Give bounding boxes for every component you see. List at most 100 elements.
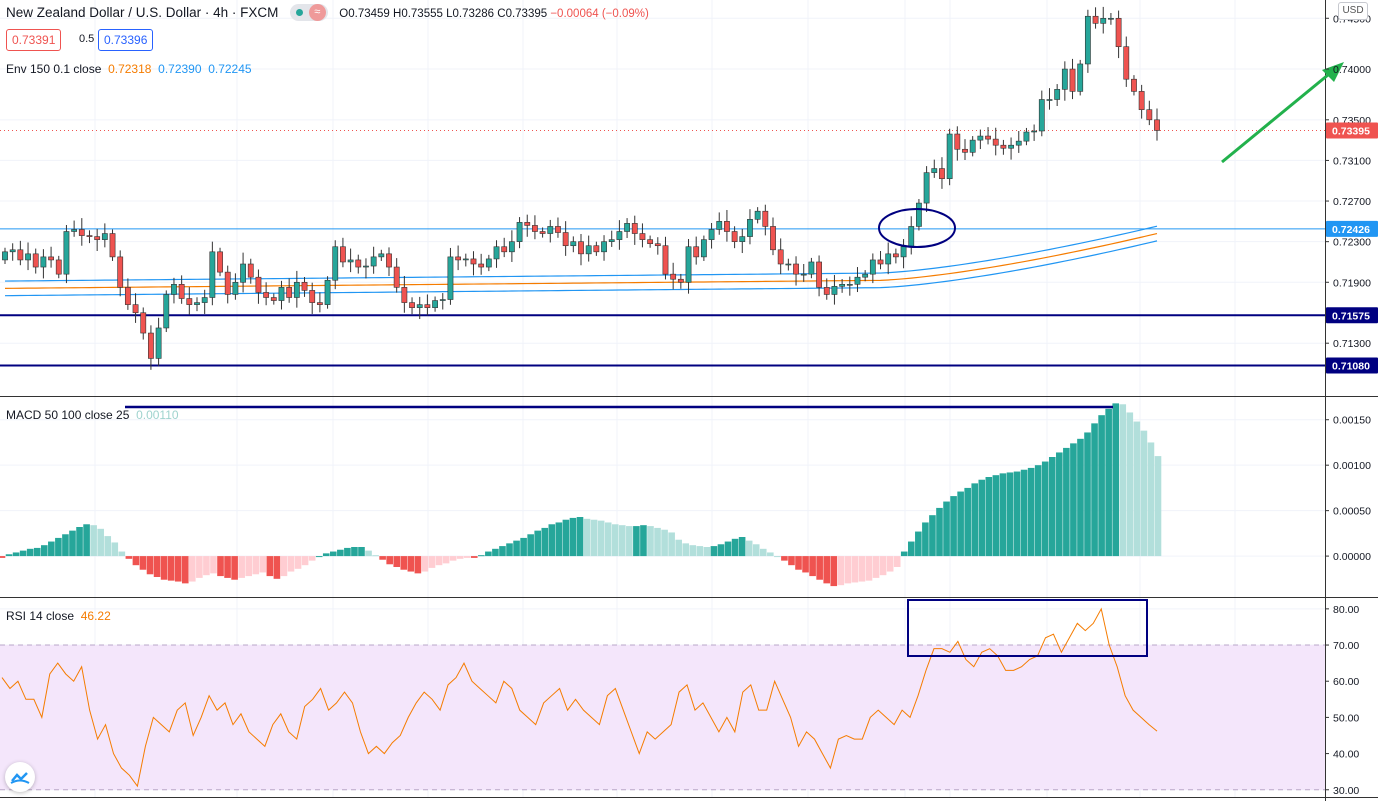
macd-bar[interactable] [936, 507, 943, 557]
candle-body[interactable] [724, 221, 730, 232]
candle-body[interactable] [2, 251, 8, 261]
candle-body[interactable] [186, 298, 193, 305]
macd-bar[interactable] [449, 556, 457, 561]
candle-body[interactable] [86, 235, 93, 237]
candle-body[interactable] [209, 251, 216, 298]
candle-body[interactable] [378, 253, 385, 258]
buy-button[interactable]: 0.73396 [98, 29, 154, 51]
macd-bar[interactable] [611, 524, 619, 557]
macd-bar[interactable] [1056, 452, 1063, 557]
axis-tick-label[interactable]: 0.00050 [1333, 506, 1371, 518]
macd-bar[interactable] [132, 556, 140, 566]
macd-bar[interactable] [675, 539, 682, 557]
macd-bar[interactable] [1077, 438, 1084, 557]
macd-bar[interactable] [640, 525, 647, 557]
macd-bar[interactable] [527, 534, 534, 557]
candle-body[interactable] [685, 246, 692, 283]
macd-bar[interactable] [407, 556, 415, 572]
macd-bar[interactable] [774, 556, 781, 558]
macd-bar[interactable] [851, 556, 859, 583]
macd-bar[interactable] [759, 548, 767, 557]
macd-bar[interactable] [752, 544, 760, 557]
candle-body[interactable] [363, 265, 369, 268]
candle-body[interactable] [332, 246, 339, 281]
candle-body[interactable] [401, 287, 408, 303]
candle-body[interactable] [140, 312, 147, 334]
macd-bar[interactable] [1048, 457, 1056, 557]
axis-tick-label[interactable]: 0.71300 [1333, 338, 1371, 350]
candle-body[interactable] [762, 210, 769, 227]
candle-body[interactable] [1069, 68, 1076, 92]
macd-bar[interactable] [329, 551, 337, 557]
macd-bar[interactable] [1154, 456, 1162, 557]
candle-body[interactable] [693, 246, 700, 258]
candle-body[interactable] [101, 233, 108, 240]
candle-body[interactable] [808, 261, 815, 275]
currency-button[interactable]: USD [1338, 2, 1368, 20]
axis-tick-label[interactable]: 0.00000 [1333, 551, 1371, 563]
macd-bar[interactable] [322, 553, 330, 557]
macd-bar[interactable] [745, 540, 753, 557]
macd-bar[interactable] [470, 556, 478, 558]
candle-body[interactable] [601, 241, 607, 253]
candle-body[interactable] [171, 284, 177, 295]
candle-body[interactable] [585, 245, 592, 255]
macd-bar[interactable] [1034, 465, 1042, 557]
candle-body[interactable] [301, 281, 308, 291]
candle-body[interactable] [71, 229, 78, 232]
macd-bar[interactable] [492, 548, 499, 557]
price-axis[interactable]: 0.745000.740000.735000.731000.727000.723… [1325, 13, 1378, 797]
macd-bar[interactable] [689, 545, 697, 557]
macd-bar[interactable] [40, 545, 48, 557]
macd-bar[interactable] [217, 556, 224, 577]
macd-bar[interactable] [294, 556, 302, 569]
macd-bar[interactable] [597, 520, 605, 557]
macd-bar[interactable] [661, 529, 668, 557]
macd-bar[interactable] [929, 515, 936, 557]
breakout-ellipse[interactable] [878, 208, 956, 248]
macd-bar[interactable] [224, 556, 231, 578]
candle-body[interactable] [424, 304, 431, 308]
macd-bar[interactable] [174, 556, 182, 582]
candle-body[interactable] [823, 287, 830, 295]
price-label-text[interactable]: 0.72426 [1332, 224, 1370, 236]
candle-body[interactable] [1054, 89, 1061, 100]
macd-bar[interactable] [118, 551, 126, 557]
trend-arrow-head[interactable] [1322, 62, 1344, 82]
macd-bar[interactable] [26, 548, 34, 557]
trend-arrow-shaft[interactable] [1221, 68, 1335, 164]
macd-bar[interactable] [506, 543, 513, 557]
price-label-text[interactable]: 0.71080 [1332, 361, 1370, 373]
macd-bar[interactable] [393, 556, 401, 567]
candle-body[interactable] [900, 246, 907, 258]
candle-body[interactable] [347, 259, 354, 263]
candle-body[interactable] [800, 273, 807, 276]
candle-body[interactable] [393, 266, 400, 288]
candle-body[interactable] [670, 273, 677, 280]
macd-bar[interactable] [830, 556, 838, 587]
macd-bar[interactable] [337, 549, 344, 557]
macd-bar[interactable] [435, 556, 443, 566]
macd-bar[interactable] [1091, 423, 1098, 557]
candle-body[interactable] [263, 292, 270, 298]
macd-bar[interactable] [618, 525, 626, 557]
macd-bar[interactable] [365, 550, 372, 557]
axis-tick-label[interactable]: 40.00 [1333, 749, 1359, 761]
macd-bar[interactable] [844, 556, 852, 584]
macd-bar[interactable] [999, 473, 1007, 557]
macd-bar[interactable] [308, 556, 316, 561]
candle-body[interactable] [493, 246, 500, 260]
macd-bar[interactable] [280, 556, 288, 577]
candle-body[interactable] [908, 226, 915, 248]
axis-tick-label[interactable]: 0.72700 [1333, 196, 1371, 208]
candle-body[interactable] [1023, 131, 1030, 142]
candle-body[interactable] [1138, 91, 1145, 110]
axis-tick-label[interactable]: 0.00150 [1333, 415, 1371, 427]
candle-body[interactable] [1154, 119, 1160, 131]
candle-body[interactable] [578, 241, 584, 255]
candle-body[interactable] [1092, 15, 1099, 24]
candle-body[interactable] [977, 135, 984, 141]
macd-bar[interactable] [90, 525, 97, 557]
macd-bar[interactable] [985, 477, 993, 557]
